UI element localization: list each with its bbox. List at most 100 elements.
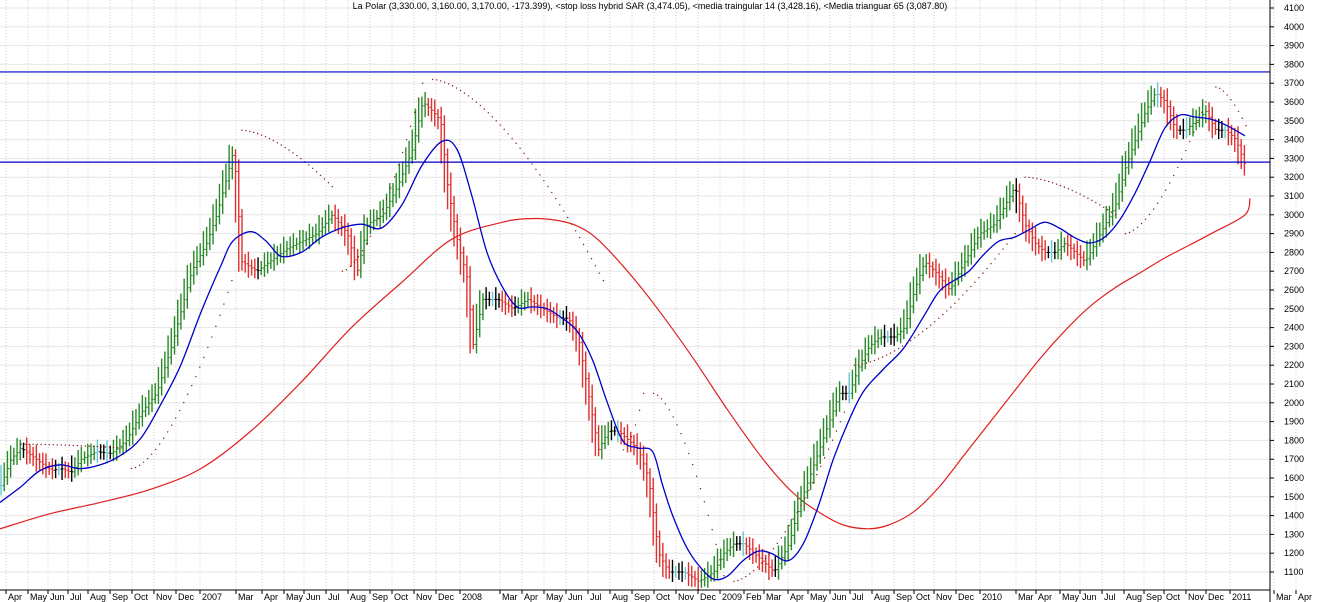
- sar-dot: [784, 531, 786, 533]
- y-tick-label-24: 3500: [1284, 116, 1304, 126]
- sar-dot: [703, 501, 706, 503]
- sar-dot: [566, 216, 569, 219]
- sar-dot: [138, 464, 141, 466]
- sar-dot: [574, 230, 577, 232]
- x-tick-label-39: Sep: [896, 592, 912, 602]
- sar-dot: [582, 243, 585, 246]
- x-tick-label-30: Dec: [700, 592, 717, 602]
- sar-dot: [711, 528, 713, 531]
- sar-dot: [179, 409, 181, 412]
- x-tick-label-19: Dec: [438, 592, 455, 602]
- sar-dot: [885, 354, 888, 356]
- y-tick-label-25: 3600: [1284, 97, 1304, 107]
- sar-dot: [511, 137, 513, 140]
- sar-dot: [64, 444, 66, 446]
- sar-dot: [865, 362, 868, 364]
- sar-dot: [116, 446, 119, 449]
- sar-dot: [877, 358, 880, 360]
- x-tick-label-6: Oct: [134, 592, 149, 602]
- sar-dot: [1102, 206, 1105, 208]
- sar-dot: [36, 443, 38, 446]
- x-tick-label-44: Mar: [1018, 592, 1034, 602]
- sar-dot: [48, 443, 50, 446]
- sar-dot: [223, 303, 225, 305]
- y-tick-label-17: 2800: [1284, 247, 1304, 257]
- sar-dot: [1136, 226, 1139, 228]
- sar-dot: [857, 364, 860, 366]
- sar-dot: [930, 324, 932, 326]
- ma65-line: [0, 198, 1251, 530]
- sar-dot: [499, 124, 501, 126]
- sar-dot: [749, 573, 751, 575]
- sar-dot: [831, 439, 834, 441]
- sar-dot: [268, 137, 271, 140]
- sar-dot: [1075, 191, 1077, 193]
- sar-dot: [970, 285, 972, 288]
- sar-dot: [1036, 177, 1038, 180]
- sar-dot: [760, 562, 763, 564]
- sar-dot: [1160, 196, 1163, 198]
- sar-dot: [780, 537, 782, 539]
- sar-dot: [443, 81, 446, 83]
- sar-dot: [467, 95, 470, 97]
- sar-dot: [183, 401, 185, 404]
- sar-dot: [630, 436, 633, 438]
- sar-dot: [598, 272, 601, 274]
- sar-dot: [369, 235, 372, 237]
- sar-dot: [417, 97, 420, 99]
- sar-dot: [421, 82, 424, 84]
- sar-dot: [764, 557, 767, 560]
- y-tick-label-12: 2300: [1284, 341, 1304, 351]
- sar-dot: [946, 310, 948, 312]
- x-tick-label-47: Jun: [1082, 592, 1097, 602]
- sar-dot: [211, 336, 213, 338]
- x-tick-label-38: Aug: [874, 592, 890, 602]
- sar-dot: [471, 98, 474, 100]
- sar-dot: [1177, 166, 1179, 169]
- sar-dot: [56, 444, 58, 446]
- sar-dot: [1059, 184, 1062, 187]
- sar-dot: [52, 444, 54, 446]
- sar-dot: [594, 265, 597, 267]
- x-tick-label-9: 2007: [202, 592, 222, 602]
- y-tick-label-0: 1100: [1284, 567, 1303, 577]
- sar-dot: [563, 210, 565, 212]
- sar-dot: [272, 139, 275, 142]
- sar-dot: [570, 223, 573, 225]
- sar-dot: [660, 398, 663, 400]
- sar-dot: [539, 174, 541, 176]
- sar-dot: [361, 250, 364, 252]
- sar-dot: [1028, 176, 1030, 179]
- y-tick-label-4: 1500: [1284, 492, 1304, 502]
- sar-dot: [1222, 90, 1225, 92]
- x-tick-label-14: Jul: [328, 592, 340, 602]
- sar-dot: [397, 164, 400, 166]
- sar-dot: [134, 466, 137, 469]
- sar-dot: [475, 101, 478, 103]
- x-tick-label-28: Oct: [656, 592, 671, 602]
- sar-dot: [1156, 202, 1159, 204]
- sar-dot: [684, 442, 686, 444]
- sar-dot: [288, 149, 290, 151]
- sar-dot: [772, 548, 775, 550]
- sar-dot: [88, 445, 91, 447]
- sar-dot: [249, 130, 251, 133]
- sar-dot: [523, 152, 525, 155]
- x-tick-label-8: Dec: [178, 592, 195, 602]
- sar-dot: [1032, 177, 1034, 179]
- sar-dot: [296, 154, 298, 157]
- y-tick-label-11: 2200: [1284, 360, 1304, 370]
- sar-dot: [873, 359, 876, 362]
- sar-dot: [1091, 199, 1093, 202]
- x-tick-label-55: Mar: [1276, 592, 1292, 602]
- x-tick-label-29: Nov: [678, 592, 695, 602]
- sar-dot: [245, 129, 247, 132]
- sar-dot: [756, 566, 759, 568]
- sar-dot: [1002, 248, 1004, 250]
- sar-dot: [652, 392, 655, 395]
- sar-dot: [405, 138, 408, 141]
- sar-dot: [792, 518, 794, 520]
- sar-dot: [1114, 214, 1117, 216]
- y-tick-label-30: 4100: [1284, 3, 1304, 13]
- sar-dot: [1234, 104, 1236, 106]
